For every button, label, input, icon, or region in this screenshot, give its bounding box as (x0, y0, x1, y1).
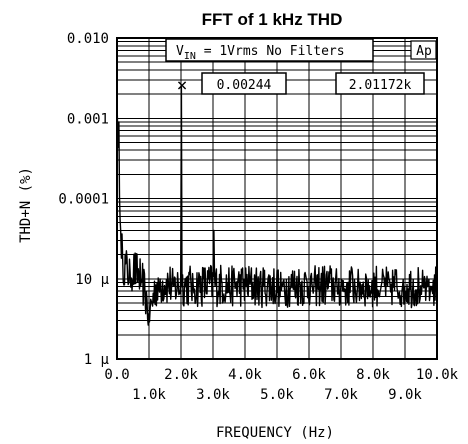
marker-freq: 2.01172k (349, 78, 412, 93)
spectrum-trace (116, 86, 438, 326)
chart-title: FFT of 1 kHz THD (202, 10, 343, 29)
x-tick-label: 6.0k (292, 367, 326, 383)
x-tick-label: 1.0k (132, 387, 166, 403)
y-axis-label: THD+N (%) (18, 167, 34, 243)
plot-frame (116, 37, 438, 360)
brand-label: Ap (416, 44, 432, 59)
y-tick-label: 10 µ (75, 272, 109, 288)
marker-value-box: 0.00244 (201, 72, 287, 95)
marker-freq-box: 2.01172k (335, 72, 425, 95)
brand-box: Ap (410, 40, 437, 60)
y-tick-labels: 0.010 0.001 0.0001 10 µ 1 µ (58, 31, 109, 368)
y-tick-label: 1 µ (84, 352, 110, 368)
condition-rest: = 1Vrms No Filters (196, 44, 345, 59)
x-tick-label: 10.0k (416, 367, 459, 383)
x-tick-label: 5.0k (260, 387, 294, 403)
x-tick-label: 2.0k (164, 367, 198, 383)
x-axis-label: FREQUENCY (Hz) (216, 425, 334, 441)
condition-prefix: V (176, 44, 184, 59)
y-tick-label: 0.0001 (58, 192, 109, 208)
x-tick-label: 8.0k (356, 367, 390, 383)
x-tick-label: 0.0 (104, 367, 129, 383)
marker-value: 0.00244 (217, 78, 272, 93)
marker-icon: × (177, 75, 188, 96)
x-tick-label: 4.0k (228, 367, 262, 383)
x-tick-label: 9.0k (388, 387, 422, 403)
y-tick-label: 0.001 (67, 111, 109, 127)
condition-box: VIN = 1Vrms No Filters (165, 38, 374, 62)
x-tick-label: 7.0k (324, 387, 358, 403)
condition-sub: IN (184, 51, 196, 62)
x-tick-labels: 0.0 2.0k 4.0k 6.0k 8.0k 10.0k 1.0k 3.0k 5.0k 7.0k… (104, 367, 458, 403)
x-tick-label: 3.0k (196, 387, 230, 403)
y-tick-label: 0.010 (67, 31, 109, 47)
svg-text:VIN = 1Vrms No Filters: VIN = 1Vrms No Filters (176, 44, 345, 62)
